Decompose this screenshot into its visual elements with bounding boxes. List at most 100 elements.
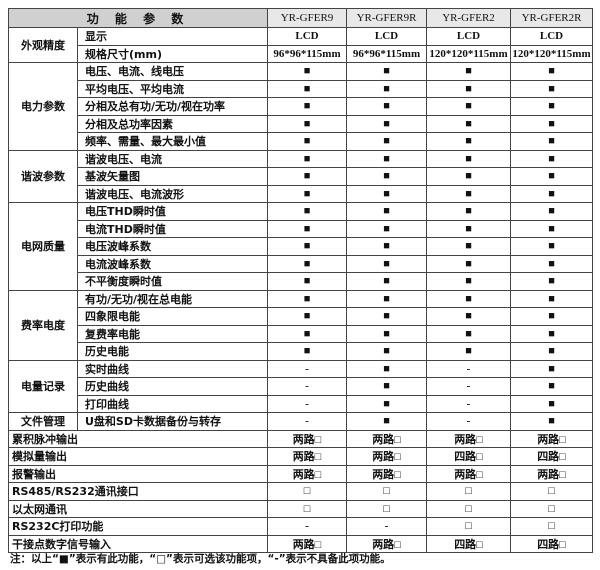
feature-value: ■: [426, 237, 512, 256]
table-row: 电力参数 电压、电流、线电压 ■ ■ ■ ■: [8, 62, 594, 151]
feature-value: 96*96*115mm: [267, 44, 348, 63]
header-row: 功 能 参 数 YR-GFER9 YR-GFER9R YR-GFER2 YR-G…: [7, 8, 594, 28]
feature-value: ■: [346, 237, 428, 256]
feature-value: □: [426, 482, 512, 501]
feature-value: ■: [346, 149, 428, 168]
feature-label: 实时曲线: [76, 359, 269, 378]
feature-label: 历史电能: [76, 342, 269, 361]
feature-value: ■: [346, 377, 428, 396]
feature-table-container: 功 能 参 数 YR-GFER9 YR-GFER9R YR-GFER2 YR-G…: [7, 8, 594, 553]
table-row: 外观精度 显示 LCD LCD LCD LCD: [8, 27, 594, 63]
feature-value: ■: [267, 219, 348, 238]
feature-label: 有功/无功/视在总电能: [76, 289, 269, 308]
feature-value: ■: [426, 307, 512, 326]
feature-value: 两路□: [510, 464, 594, 483]
model-header: YR-GFER9R: [346, 8, 428, 28]
feature-value: 两路□: [267, 534, 348, 553]
header-title: 功 能 参 数: [7, 8, 269, 28]
feature-label: RS232C打印功能: [7, 517, 269, 536]
feature-value: -: [426, 394, 512, 413]
feature-value: 四路□: [426, 447, 512, 466]
table-row: 分相及总功率因素 ■ ■ ■ ■: [9, 114, 594, 133]
feature-value: □: [267, 499, 348, 518]
legend-note: 注：以上“■”表示有此功能，“□”表示可选该功能项，“-”表示不具备此项功能。: [10, 553, 391, 565]
group-label: 电力参数: [8, 62, 78, 151]
feature-value: 两路□: [426, 429, 512, 448]
feature-value: ■: [267, 132, 348, 151]
model-header: YR-GFER2R: [510, 8, 594, 28]
feature-value: -: [426, 412, 512, 431]
model-header: YR-GFER9: [267, 8, 348, 28]
table-row: 不平衡度瞬时值 ■ ■ ■ ■: [9, 272, 594, 291]
feature-label: 电流THD瞬时值: [76, 219, 269, 238]
feature-value: ■: [267, 272, 348, 291]
table-row: 历史曲线 - ■ - ■: [9, 377, 594, 396]
feature-value: 四路□: [510, 534, 594, 553]
feature-value: LCD: [346, 27, 428, 46]
table-row: 模拟量输出 两路□ 两路□ 四路□ 四路□: [7, 447, 594, 466]
feature-value: ■: [510, 342, 594, 361]
group-label: 外观精度: [8, 27, 78, 63]
feature-value: □: [426, 499, 512, 518]
feature-value: ■: [267, 289, 348, 308]
feature-value: ■: [346, 254, 428, 273]
table-row: 电流THD瞬时值 ■ ■ ■ ■: [9, 219, 594, 238]
feature-value: ■: [510, 97, 594, 116]
feature-value: 120*120*115mm: [510, 44, 594, 63]
feature-value: ■: [510, 289, 594, 308]
feature-value: 四路□: [510, 447, 594, 466]
feature-value: ■: [267, 114, 348, 133]
table-row: 电流波峰系数 ■ ■ ■ ■: [9, 254, 594, 273]
feature-value: ■: [267, 307, 348, 326]
feature-value: ■: [426, 149, 512, 168]
feature-value: 两路□: [346, 534, 428, 553]
feature-label: 干接点数字信号输入: [7, 534, 269, 553]
feature-value: 两路□: [346, 464, 428, 483]
feature-label: 电压THD瞬时值: [76, 202, 269, 221]
feature-value: ■: [426, 79, 512, 98]
model-header: YR-GFER2: [426, 8, 512, 28]
feature-value: ■: [267, 79, 348, 98]
feature-label: 打印曲线: [76, 394, 269, 413]
feature-label: U盘和SD卡数据备份与转存: [76, 412, 269, 431]
feature-value: ■: [510, 254, 594, 273]
feature-value: ■: [346, 219, 428, 238]
table-row: 谐波参数 谐波电压、电流 ■ ■ ■ ■: [8, 149, 594, 203]
feature-label: 分相及总功率因素: [76, 114, 269, 133]
group-label: 电量记录: [8, 359, 78, 413]
feature-label: 四象限电能: [76, 307, 269, 326]
table-row: 基波矢量图 ■ ■ ■ ■: [9, 167, 594, 186]
feature-value: ■: [426, 97, 512, 116]
feature-value: LCD: [267, 27, 348, 46]
feature-value: □: [346, 482, 428, 501]
feature-label: 电流波峰系数: [76, 254, 269, 273]
feature-value: ■: [346, 394, 428, 413]
feature-value: ■: [426, 114, 512, 133]
table-row: 四象限电能 ■ ■ ■ ■: [9, 307, 594, 326]
feature-value: -: [267, 412, 348, 431]
feature-label: 频率、需量、最大最小值: [76, 132, 269, 151]
feature-value: ■: [426, 272, 512, 291]
feature-label: 显示: [76, 27, 269, 46]
feature-table: 功 能 参 数 YR-GFER9 YR-GFER9R YR-GFER2 YR-G…: [7, 8, 594, 553]
feature-label: 规格尺寸(mm): [76, 44, 269, 63]
group-label: 文件管理: [8, 412, 78, 431]
feature-value: ■: [510, 377, 594, 396]
feature-value: -: [267, 359, 348, 378]
feature-value: 两路□: [267, 464, 348, 483]
feature-value: ■: [510, 62, 594, 81]
feature-value: ■: [346, 324, 428, 343]
table-row: 历史电能 ■ ■ ■ ■: [9, 342, 594, 361]
feature-label: 电压、电流、线电压: [76, 62, 269, 81]
feature-value: ■: [346, 202, 428, 221]
feature-value: ■: [426, 184, 512, 203]
feature-value: ■: [510, 184, 594, 203]
feature-label: 以太网通讯: [7, 499, 269, 518]
feature-value: 四路□: [426, 534, 512, 553]
feature-value: 两路□: [267, 429, 348, 448]
feature-value: ■: [510, 412, 594, 431]
table-row: 电量记录 实时曲线 - ■ - ■: [8, 359, 594, 413]
feature-value: ■: [346, 62, 428, 81]
feature-label: 平均电压、平均电流: [76, 79, 269, 98]
feature-label: 基波矢量图: [76, 167, 269, 186]
